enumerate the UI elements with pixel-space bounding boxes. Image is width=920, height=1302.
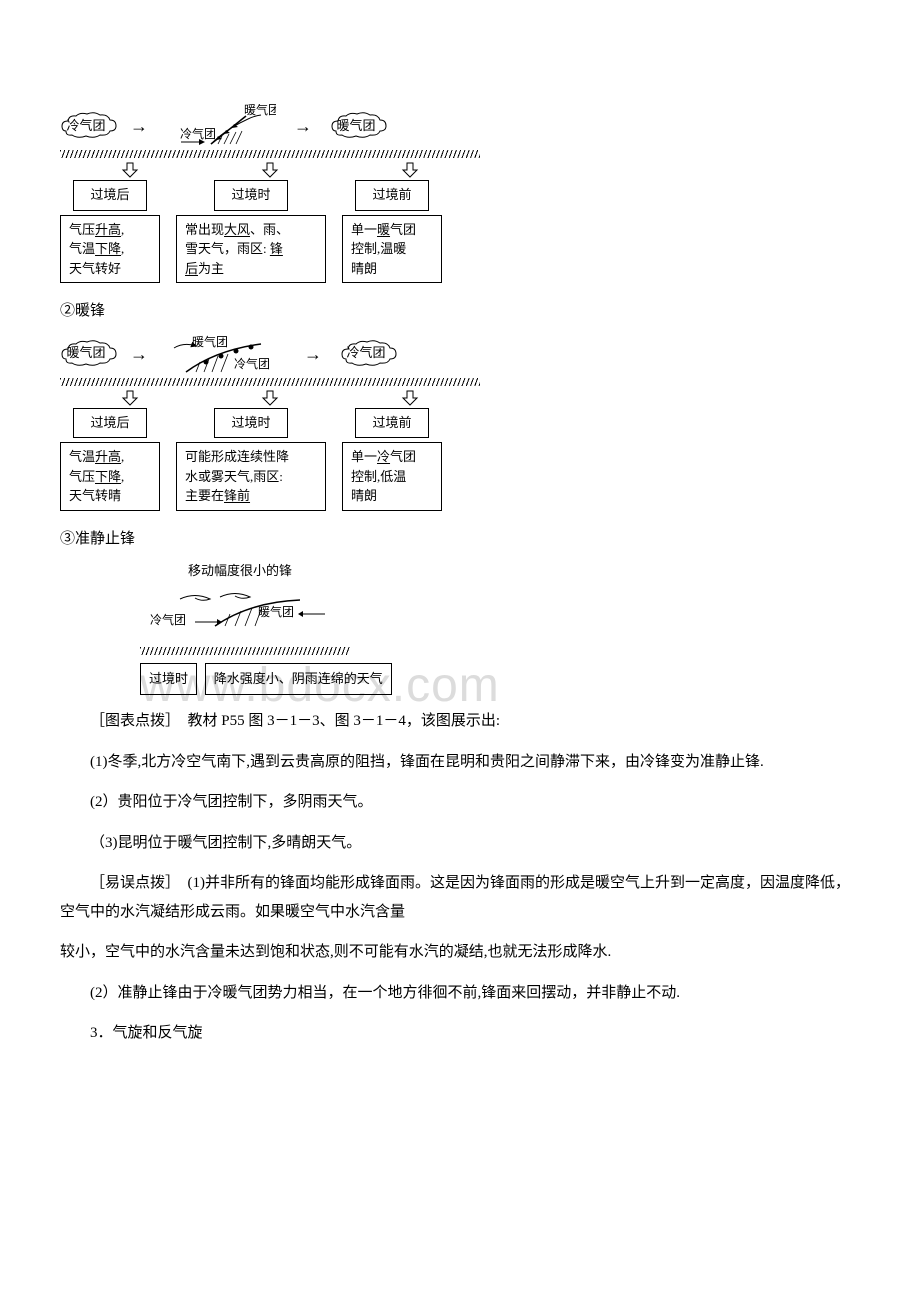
box-during: 过境时 常出现大风、雨、雪天气，雨区: 锋后为主 bbox=[176, 180, 326, 283]
static-front-heading: ③准静止锋 bbox=[60, 525, 860, 554]
down-arrows-row bbox=[60, 162, 480, 178]
box-content: 单一暖气团控制,温暖晴朗 bbox=[342, 215, 442, 284]
down-arrow-icon bbox=[260, 162, 280, 178]
box-before: 过境前 单一冷气团控制,低温晴朗 bbox=[342, 408, 442, 511]
box-title: 过境后 bbox=[73, 180, 146, 211]
para-point-1: (1)冬季,北方冷空气南下,遇到云贵高原的阻挡，锋面在昆明和贵阳之间静滞下来，由… bbox=[60, 748, 860, 777]
box-after: 过境后 气温升高,气压下降,天气转晴 bbox=[60, 408, 160, 511]
svg-text:暖气团: 暖气团 bbox=[258, 604, 294, 619]
para-error-hint-1a: ［易误点拨］ (1)并非所有的锋面均能形成锋面雨。这是因为锋面雨的形成是暖空气上… bbox=[60, 869, 860, 926]
cloud-label: 暖气团 bbox=[66, 341, 105, 366]
static-title: 移动幅度很小的锋 bbox=[140, 559, 340, 584]
cold-front-diagram: 冷气团 → 暖气团 冷气团 → 暖气团 过境后 bbox=[60, 104, 490, 283]
down-arrow-icon bbox=[120, 390, 140, 406]
para-section-3: 3．气旋和反气旋 bbox=[60, 1019, 860, 1048]
box-title: 过境前 bbox=[355, 408, 428, 439]
arrow-icon: → bbox=[304, 337, 322, 371]
ground-hatch bbox=[60, 150, 480, 158]
warm-front-boxes: 过境后 气温升高,气压下降,天气转晴 过境时 可能形成连续性降水或雾天气,雨区:… bbox=[60, 408, 490, 511]
cold-front-svg: 暖气团 冷气团 bbox=[166, 104, 276, 148]
static-box-row: 过境时 降水强度小、阴雨连绵的天气 bbox=[140, 659, 860, 696]
cloud-cold-right: 冷气团 bbox=[340, 339, 392, 369]
down-arrow-icon bbox=[120, 162, 140, 178]
cloud-label: 冷气团 bbox=[66, 114, 105, 139]
svg-text:冷气团: 冷气团 bbox=[180, 126, 216, 141]
box-during: 过境时 可能形成连续性降水或雾天气,雨区:主要在锋前 bbox=[176, 408, 326, 511]
arrow-icon: → bbox=[294, 109, 312, 143]
box-after: 过境后 气压升高,气温下降,天气转好 bbox=[60, 180, 160, 283]
down-arrows-row bbox=[60, 390, 480, 406]
para-error-hint-2: (2）准静止锋由于冷暖气团势力相当，在一个地方徘徊不前,锋面来回摆动，并非静止不… bbox=[60, 979, 860, 1008]
svg-text:暖气团: 暖气团 bbox=[192, 334, 228, 349]
warm-front-svg: 暖气团 冷气团 bbox=[166, 332, 286, 376]
warm-front-middle: 暖气团 冷气团 bbox=[166, 332, 286, 376]
cloud-warm-right: 暖气团 bbox=[330, 111, 382, 141]
ground-hatch bbox=[60, 378, 480, 386]
cloud-label: 暖气团 bbox=[336, 114, 375, 139]
cloud-label: 冷气团 bbox=[346, 341, 385, 366]
warm-front-heading: ②暖锋 bbox=[60, 297, 860, 326]
cold-front-clouds: 冷气团 → 暖气团 冷气团 → 暖气团 bbox=[60, 104, 490, 148]
svg-text:冷气团: 冷气团 bbox=[150, 612, 186, 627]
arrow-icon: → bbox=[130, 337, 148, 371]
down-arrow-icon bbox=[400, 390, 420, 406]
para-point-3: （3)昆明位于暖气团控制下,多晴朗天气。 bbox=[60, 829, 860, 858]
static-box-label: 过境时 bbox=[140, 663, 197, 696]
box-before: 过境前 单一暖气团控制,温暖晴朗 bbox=[342, 180, 442, 283]
cloud-warm-left: 暖气团 bbox=[60, 339, 112, 369]
cold-front-boxes: 过境后 气压升高,气温下降,天气转好 过境时 常出现大风、雨、雪天气，雨区: 锋… bbox=[60, 180, 490, 283]
svg-text:冷气团: 冷气团 bbox=[234, 356, 270, 371]
warm-front-clouds: 暖气团 → 暖气团 冷气团 → 冷气团 bbox=[60, 332, 490, 376]
cloud-cold-left: 冷气团 bbox=[60, 111, 112, 141]
box-content: 气温升高,气压下降,天气转晴 bbox=[60, 442, 160, 511]
box-content: 单一冷气团控制,低温晴朗 bbox=[342, 442, 442, 511]
box-content: 常出现大风、雨、雪天气，雨区: 锋后为主 bbox=[176, 215, 326, 284]
ground-hatch bbox=[140, 647, 350, 655]
para-error-hint-1b: 较小，空气中的水汽含量未达到饱和状态,则不可能有水汽的凝结,也就无法形成降水. bbox=[60, 938, 860, 967]
box-content: 气压升高,气温下降,天气转好 bbox=[60, 215, 160, 284]
warm-front-diagram: 暖气团 → 暖气团 冷气团 → 冷气团 过境后 气温升高,气压下 bbox=[60, 332, 490, 511]
down-arrow-icon bbox=[260, 390, 280, 406]
static-box-text: 降水强度小、阴雨连绵的天气 bbox=[205, 663, 392, 696]
box-title: 过境后 bbox=[73, 408, 146, 439]
static-front-svg: 冷气团 暖气团 bbox=[140, 584, 360, 634]
para-figure-hint: ［图表点拨］ 教材 P55 图 3－1－3、图 3－1－4，该图展示出: bbox=[60, 707, 860, 736]
down-arrow-icon bbox=[400, 162, 420, 178]
cold-front-middle: 暖气团 冷气团 bbox=[166, 104, 276, 148]
arrow-icon: → bbox=[130, 109, 148, 143]
box-title: 过境时 bbox=[214, 180, 287, 211]
box-title: 过境时 bbox=[214, 408, 287, 439]
box-content: 可能形成连续性降水或雾天气,雨区:主要在锋前 bbox=[176, 442, 326, 511]
para-point-2: (2）贵阳位于冷气团控制下，多阴雨天气。 bbox=[60, 788, 860, 817]
static-front-diagram: 移动幅度很小的锋 冷气团 暖气团 过境时 降水强度小、阴雨连绵的天气 bbox=[140, 559, 860, 695]
box-title: 过境前 bbox=[355, 180, 428, 211]
